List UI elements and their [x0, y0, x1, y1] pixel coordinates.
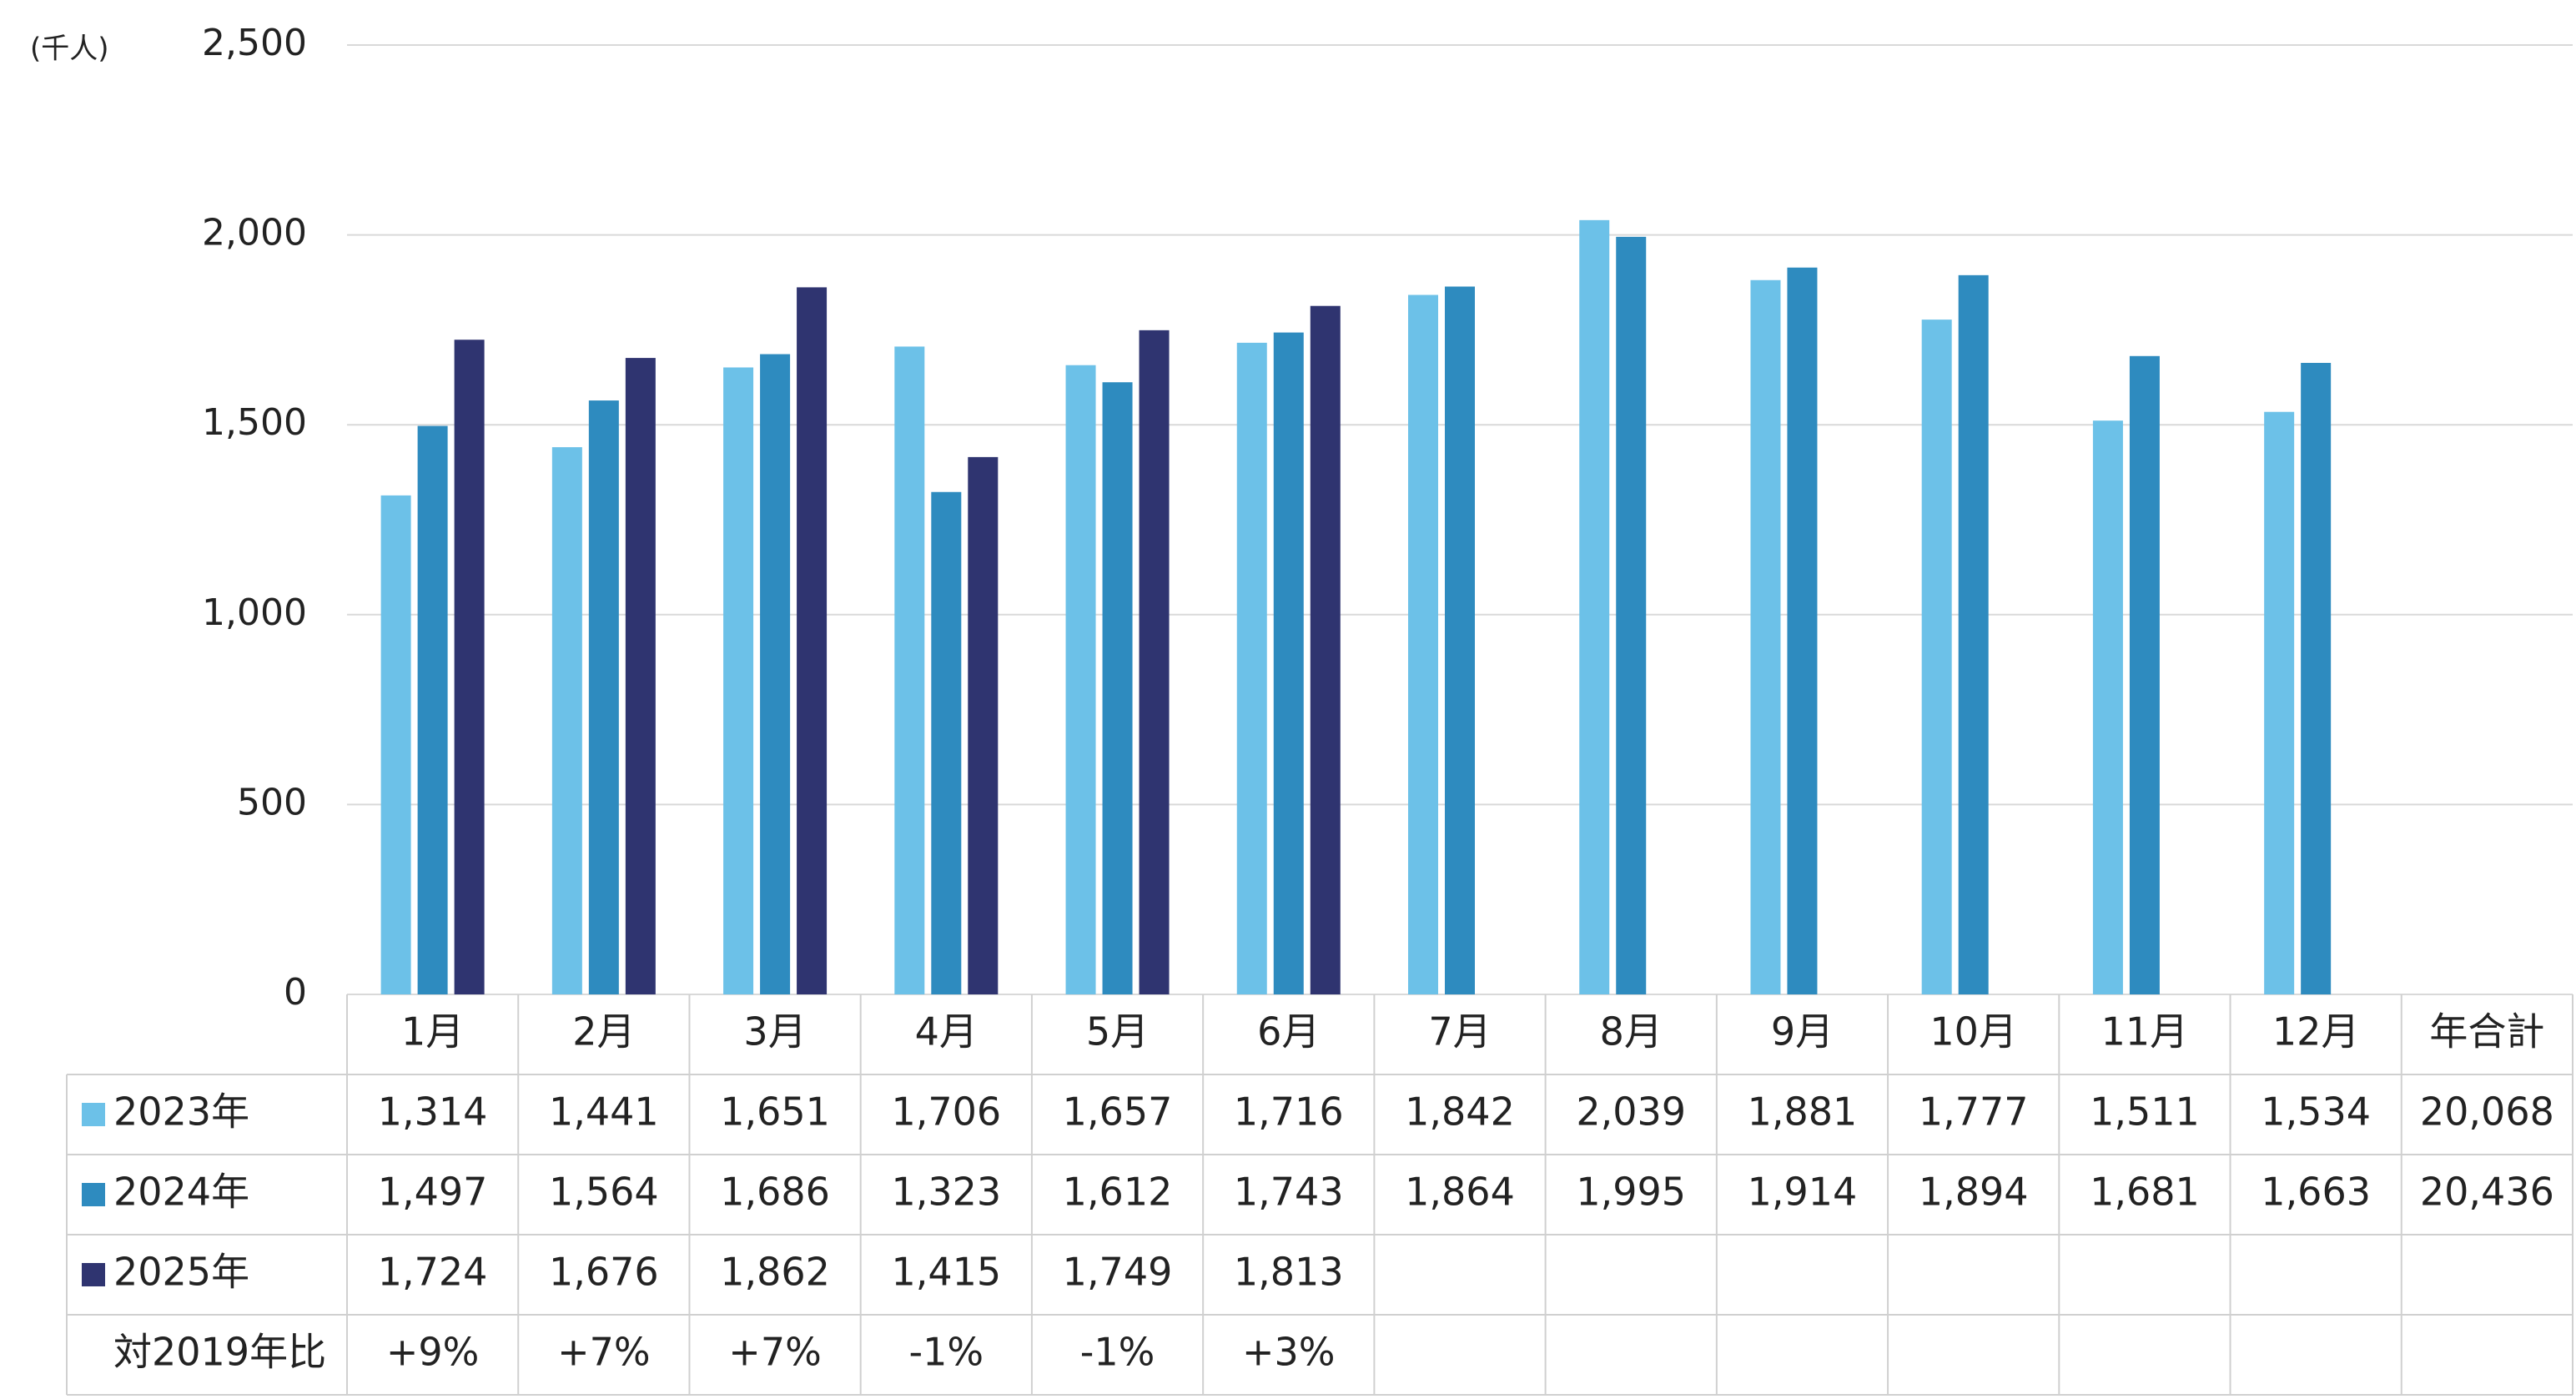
- bar: [1065, 365, 1096, 994]
- table-value: 1,497: [378, 1170, 488, 1215]
- x-tick-label: 1月: [401, 1009, 464, 1054]
- comparison-label: 対2019年比: [113, 1330, 326, 1375]
- x-tick-label: 5月: [1086, 1009, 1149, 1054]
- bar: [454, 340, 485, 994]
- unit-label: (千人): [30, 33, 109, 66]
- bar: [380, 495, 411, 994]
- y-tick-label: 2,000: [202, 212, 307, 254]
- table-value: 1,657: [1063, 1090, 1173, 1135]
- table-value: 1,534: [2261, 1090, 2371, 1135]
- table-value: 1,716: [1234, 1090, 1344, 1135]
- bar: [1236, 342, 1267, 994]
- bar: [760, 354, 791, 994]
- table-value: 1,314: [378, 1090, 488, 1135]
- bar: [2129, 355, 2160, 994]
- table-value: 1,724: [378, 1250, 488, 1295]
- bar: [2264, 411, 2295, 994]
- legend-label: 2025年: [113, 1250, 249, 1295]
- table-value: 1,881: [1748, 1090, 1858, 1135]
- bar: [1273, 332, 1304, 994]
- bar: [1310, 305, 1341, 994]
- x-tick-label: 2月: [572, 1009, 635, 1054]
- y-tick-label: 500: [237, 781, 307, 823]
- legend-swatch: [82, 1183, 105, 1206]
- bar: [1787, 267, 1818, 994]
- comparison-value: -1%: [909, 1330, 984, 1375]
- table-value: 1,777: [1919, 1090, 2029, 1135]
- table-value: 1,681: [2090, 1170, 2200, 1215]
- bar: [894, 346, 925, 994]
- y-tick-label: 0: [284, 971, 307, 1014]
- table-value: 1,612: [1063, 1170, 1173, 1215]
- comparison-value: +7%: [728, 1330, 822, 1375]
- bar: [1750, 279, 1781, 994]
- bar: [1579, 219, 1610, 995]
- bar: [588, 400, 619, 994]
- x-tick-label: 10月: [1929, 1009, 2017, 1054]
- table-value: 1,686: [720, 1170, 830, 1215]
- x-tick-label: 6月: [1257, 1009, 1320, 1054]
- bar: [931, 491, 962, 994]
- bar: [2092, 420, 2123, 994]
- table-value: 1,813: [1234, 1250, 1344, 1295]
- comparison-value: -1%: [1080, 1330, 1155, 1375]
- table-value: 1,743: [1234, 1170, 1344, 1215]
- table-value: 1,323: [891, 1170, 1001, 1215]
- bar: [1445, 286, 1475, 994]
- total-header: 年合計: [2429, 1009, 2544, 1054]
- bar: [417, 425, 448, 994]
- table-value: 1,663: [2261, 1170, 2371, 1215]
- y-tick-label: 2,500: [202, 22, 307, 64]
- table-value: 1,894: [1919, 1170, 2029, 1215]
- legend-swatch: [82, 1103, 105, 1126]
- legend-label: 2023年: [113, 1090, 249, 1135]
- table-value: 1,842: [1405, 1090, 1515, 1135]
- table-total: 20,068: [2420, 1090, 2554, 1135]
- x-tick-label: 4月: [915, 1009, 978, 1054]
- table-value: 1,862: [720, 1250, 830, 1295]
- bar: [1616, 236, 1647, 995]
- comparison-value: +9%: [386, 1330, 480, 1375]
- legend-swatch: [82, 1263, 105, 1286]
- table-value: 1,749: [1063, 1250, 1173, 1295]
- x-tick-label: 11月: [2101, 1009, 2189, 1054]
- table-value: 1,441: [549, 1090, 659, 1135]
- x-tick-label: 9月: [1771, 1009, 1834, 1054]
- y-tick-label: 1,000: [202, 591, 307, 634]
- bar: [1139, 330, 1170, 994]
- table-value: 1,995: [1576, 1170, 1686, 1215]
- legend-label: 2024年: [113, 1170, 249, 1215]
- table-value: 1,415: [891, 1250, 1001, 1295]
- table-total: 20,436: [2420, 1170, 2554, 1215]
- table-value: 1,511: [2090, 1090, 2200, 1135]
- bar: [1921, 320, 1952, 994]
- bar: [797, 287, 828, 994]
- table-value: 2,039: [1576, 1090, 1686, 1135]
- bar: [551, 447, 582, 994]
- bar: [625, 358, 656, 994]
- x-tick-label: 8月: [1600, 1009, 1663, 1054]
- x-tick-label: 12月: [2272, 1009, 2360, 1054]
- table-value: 1,564: [549, 1170, 659, 1215]
- bar: [968, 456, 999, 994]
- comparison-value: +3%: [1242, 1330, 1336, 1375]
- bar: [723, 367, 754, 994]
- y-tick-label: 1,500: [202, 401, 307, 444]
- comparison-value: +7%: [557, 1330, 651, 1375]
- table-value: 1,914: [1748, 1170, 1858, 1215]
- table-value: 1,651: [720, 1090, 830, 1135]
- bar: [1102, 382, 1133, 994]
- table-value: 1,864: [1405, 1170, 1515, 1215]
- x-tick-label: 3月: [743, 1009, 806, 1054]
- x-tick-label: 7月: [1428, 1009, 1491, 1054]
- bar: [1408, 294, 1438, 994]
- bar: [1958, 274, 1989, 994]
- table-value: 1,706: [891, 1090, 1001, 1135]
- bar: [2301, 363, 2332, 994]
- table-value: 1,676: [549, 1250, 659, 1295]
